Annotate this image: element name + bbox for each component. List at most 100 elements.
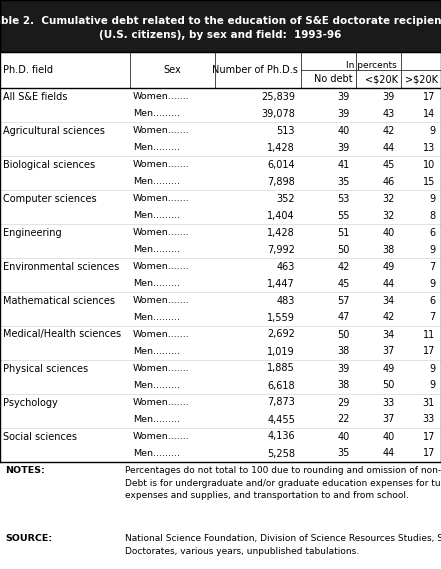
Text: Men.........: Men......... (133, 415, 180, 424)
Text: 6: 6 (429, 228, 435, 237)
Text: 46: 46 (383, 176, 395, 187)
Text: 17: 17 (422, 92, 435, 101)
Text: Men.........: Men......... (133, 143, 180, 152)
Text: 42: 42 (338, 262, 350, 271)
Text: Engineering: Engineering (3, 228, 62, 237)
Text: Medical/Health sciences: Medical/Health sciences (3, 329, 121, 340)
Text: 32: 32 (383, 211, 395, 221)
Text: All S&E fields: All S&E fields (3, 92, 67, 101)
Text: Sex: Sex (164, 65, 181, 75)
Bar (0, 224, 441, 241)
Text: Number of Ph.D.s: Number of Ph.D.s (212, 65, 298, 75)
Text: 45: 45 (383, 159, 395, 170)
Text: 1,019: 1,019 (267, 347, 295, 357)
Text: Men.........: Men......... (133, 211, 180, 220)
Bar (0, 105, 441, 122)
Text: Men.........: Men......... (133, 177, 180, 186)
Text: 9: 9 (429, 364, 435, 373)
Text: 13: 13 (423, 142, 435, 152)
Text: Social sciences: Social sciences (3, 431, 77, 442)
Text: 31: 31 (423, 398, 435, 407)
Text: 44: 44 (383, 448, 395, 459)
Text: 57: 57 (337, 295, 350, 306)
Bar (0, 428, 441, 445)
Text: 1,428: 1,428 (267, 228, 295, 237)
Text: Women.......: Women....... (133, 126, 190, 135)
Text: <$20K: <$20K (365, 74, 398, 84)
Bar (0, 88, 441, 105)
Text: 39: 39 (338, 109, 350, 118)
Text: 34: 34 (383, 329, 395, 340)
Text: 15: 15 (422, 176, 435, 187)
Text: 37: 37 (383, 414, 395, 424)
Text: Women.......: Women....... (133, 92, 190, 101)
Text: Agricultural sciences: Agricultural sciences (3, 126, 105, 135)
Text: 352: 352 (277, 193, 295, 204)
Text: 1,559: 1,559 (267, 312, 295, 323)
Text: 4,136: 4,136 (267, 431, 295, 442)
Text: 33: 33 (383, 398, 395, 407)
Text: 50: 50 (338, 329, 350, 340)
Text: Table 2.  Cumulative debt related to the education of S&E doctorate recipients: Table 2. Cumulative debt related to the … (0, 16, 441, 26)
Text: Men.........: Men......... (133, 381, 180, 390)
Text: 9: 9 (429, 245, 435, 254)
Text: Computer sciences: Computer sciences (3, 193, 97, 204)
Text: 8: 8 (429, 211, 435, 221)
Bar (0, 122, 441, 139)
Bar (0, 445, 441, 462)
Text: 49: 49 (383, 364, 395, 373)
Text: Physical sciences: Physical sciences (3, 364, 88, 373)
Text: 40: 40 (338, 431, 350, 442)
Text: 35: 35 (338, 448, 350, 459)
Bar (0, 52, 441, 88)
Text: 44: 44 (383, 142, 395, 152)
Text: 17: 17 (422, 431, 435, 442)
Text: 463: 463 (277, 262, 295, 271)
Text: 39: 39 (338, 92, 350, 101)
Text: 14: 14 (423, 109, 435, 118)
Text: 10: 10 (423, 159, 435, 170)
Text: SOURCE:: SOURCE: (5, 534, 52, 543)
Bar (0, 173, 441, 190)
Text: Men.........: Men......... (133, 109, 180, 118)
Text: Women.......: Women....... (133, 228, 190, 237)
Text: Women.......: Women....... (133, 160, 190, 169)
Text: 7: 7 (429, 262, 435, 271)
Text: Women.......: Women....... (133, 194, 190, 203)
Text: 1,404: 1,404 (267, 211, 295, 221)
Text: 38: 38 (338, 381, 350, 390)
Text: 39: 39 (338, 364, 350, 373)
Text: Men.........: Men......... (133, 245, 180, 254)
Text: Men.........: Men......... (133, 449, 180, 458)
Text: 1,428: 1,428 (267, 142, 295, 152)
Bar (0, 241, 441, 258)
Text: 40: 40 (383, 431, 395, 442)
Text: 9: 9 (429, 381, 435, 390)
Text: 38: 38 (338, 347, 350, 357)
Text: Mathematical sciences: Mathematical sciences (3, 295, 115, 306)
Text: 4,455: 4,455 (267, 414, 295, 424)
Text: 42: 42 (383, 312, 395, 323)
Bar (0, 156, 441, 173)
Text: No debt: No debt (314, 74, 353, 84)
Text: 42: 42 (383, 126, 395, 135)
Text: >$20K: >$20K (405, 74, 438, 84)
Text: National Science Foundation, Division of Science Resources Studies, Survey of Ea: National Science Foundation, Division of… (125, 534, 441, 555)
Bar (0, 394, 441, 411)
Text: 7,873: 7,873 (267, 398, 295, 407)
Text: 50: 50 (338, 245, 350, 254)
Text: Women.......: Women....... (133, 330, 190, 339)
Text: Environmental sciences: Environmental sciences (3, 262, 119, 271)
Text: 29: 29 (338, 398, 350, 407)
Bar (0, 326, 441, 343)
Text: 32: 32 (383, 193, 395, 204)
Text: 9: 9 (429, 193, 435, 204)
Text: Men.........: Men......... (133, 347, 180, 356)
Bar (0, 190, 441, 207)
Text: 17: 17 (422, 347, 435, 357)
Bar (0, 360, 441, 377)
Text: 2,692: 2,692 (267, 329, 295, 340)
Text: 38: 38 (383, 245, 395, 254)
Text: 35: 35 (338, 176, 350, 187)
Text: 34: 34 (383, 295, 395, 306)
